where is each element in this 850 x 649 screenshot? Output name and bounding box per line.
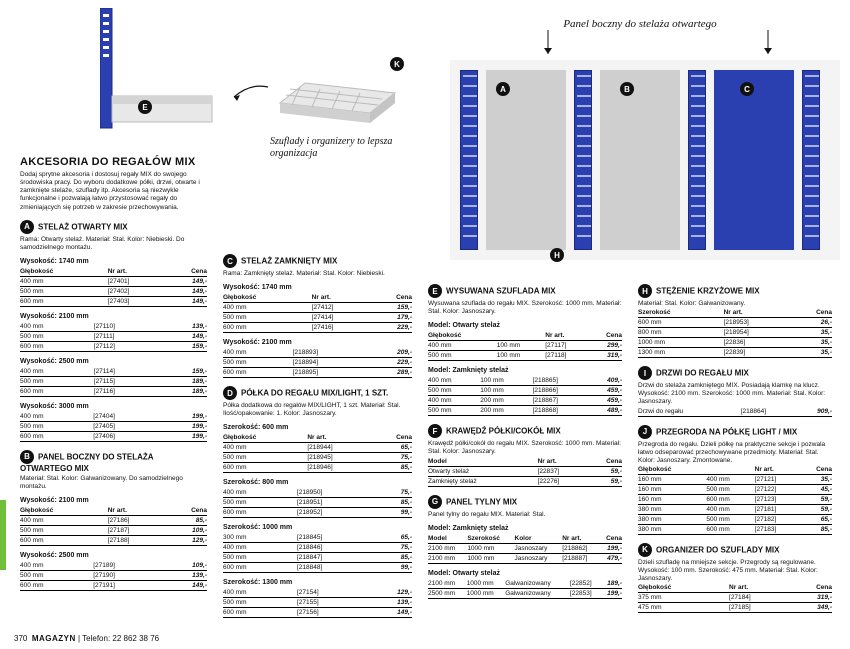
sec-b-title: BPANEL BOCZNY DO STELAŻA OTWARTEGO MIX <box>20 450 207 473</box>
sec-b-g1: Wysokość: 2100 mm <box>20 497 207 504</box>
sec-d-g4: Szerokość: 1300 mm <box>223 579 412 586</box>
sec-b-g2: Wysokość: 2500 mm <box>20 552 207 559</box>
sec-i-title: IDRZWI DO REGAŁU MIX <box>638 366 832 380</box>
sec-g-tbl1: ModelSzerokośćKolorNr art.Cena 2100 mm10… <box>428 534 622 564</box>
sec-a-g2: Wysokość: 2100 mm <box>20 313 207 320</box>
badge-c: C <box>740 82 754 96</box>
sec-a-g1: Wysokość: 1740 mm <box>20 258 207 265</box>
hero-area: E K Szuflady i organizery to lepsza orga… <box>20 8 430 148</box>
sec-b-tbl2: 400 mm[27189]109,- 500 mm[27190]139,- 60… <box>20 561 207 591</box>
sec-f-title: FKRAWĘDŹ PÓŁKI/COKÓŁ MIX <box>428 424 622 438</box>
sec-a-desc: Rama: Otwarty stelaż. Materiał: Stal. Ko… <box>20 236 207 252</box>
sec-d-g2: Szerokość: 800 mm <box>223 479 412 486</box>
sec-k-title: KORGANIZER DO SZUFLADY MIX <box>638 543 832 557</box>
sec-d-tbl3: 300 mm[218845]65,- 400 mm[218846]75,- 50… <box>223 533 412 573</box>
panel-arrow-right <box>760 30 776 60</box>
sec-d-tbl4: 400 mm[27154]129,- 500 mm[27155]139,- 60… <box>223 588 412 618</box>
edge-tab <box>0 500 6 570</box>
sec-k-tbl: GłębokośćNr art.Cena 375 mm[27184]319,- … <box>638 583 832 613</box>
hero-shelf-image: E <box>100 8 220 138</box>
panel-caption: Panel boczny do stelaża otwartego <box>450 18 830 30</box>
hero-tray-image: K <box>270 63 400 123</box>
page-title: AKCESORIA DO REGAŁÓW MIX <box>20 156 207 168</box>
sec-d-tbl2: 400 mm[218950]75,- 500 mm[218951]85,- 60… <box>223 488 412 518</box>
sec-g-title: GPANEL TYLNY MIX <box>428 495 622 509</box>
badge-e: E <box>138 100 152 114</box>
sec-g-g2: Model: Otwarty stelaż <box>428 570 622 577</box>
sec-a-title: ASTELAŻ OTWARTY MIX <box>20 220 207 234</box>
sec-h-desc: Materiał: Stal. Kolor: Galwanizowany. <box>638 300 832 308</box>
badge-k: K <box>390 57 404 71</box>
sec-f-tbl: ModelNr art.Cena Otwarty stelaż[22837]59… <box>428 457 622 487</box>
sec-c-desc: Rama: Zamknięty stelaż. Materiał: Stal. … <box>223 270 412 278</box>
sec-h-tbl: SzerokośćNr art.Cena 600 mm[218953]26,- … <box>638 308 832 358</box>
sec-f-desc: Krawędź półki/cokół do regału MIX. Szero… <box>428 440 622 456</box>
sec-b-desc: Materiał: Stal. Kolor: Galwanizowany. Do… <box>20 475 207 491</box>
intro-body: Dodaj sprytne akcesoria i dostosuj regał… <box>20 171 207 212</box>
sec-d-title: DPÓŁKA DO REGAŁU MIX/LIGHT, 1 SZT. <box>223 386 412 400</box>
sec-d-desc: Półka dodatkowa do regałów MIX/LIGHT, 1 … <box>223 402 412 418</box>
hero-caption: Szuflady i organizery to lepsza organiza… <box>270 136 430 159</box>
sec-j-title: JPRZEGRODA NA PÓŁKĘ LIGHT / MIX <box>638 425 832 439</box>
panel-image: A B C H <box>450 60 840 260</box>
sec-g-g1: Model: Zamknięty stelaż <box>428 525 622 532</box>
sec-e-title: EWYSUWANA SZUFLADA MIX <box>428 284 622 298</box>
sec-d-g1: Szerokość: 600 mm <box>223 424 412 431</box>
badge-a: A <box>496 82 510 96</box>
sec-a-tbl1: GłębokośćNr art.Cena 400 mm[27401]149,- … <box>20 267 207 307</box>
page-footer: 370 MAGAZYN | Telefon: 22 862 38 76 <box>0 634 159 643</box>
sec-e-g1: Model: Otwarty stelaż <box>428 322 622 329</box>
panel-arrow-left <box>540 30 556 60</box>
sec-k-desc: Dzieli szufladę na mniejsze sekcje. Prze… <box>638 559 832 583</box>
sec-b-tbl1: GłębokośćNr art.Cena 400 mm[27186]85,- 5… <box>20 506 207 546</box>
sec-c-g1: Wysokość: 1740 mm <box>223 284 412 291</box>
sec-a-g4: Wysokość: 3000 mm <box>20 403 207 410</box>
sec-e-desc: Wysuwana szuflada do regału MIX. Szeroko… <box>428 300 622 316</box>
sec-a-tbl3: 400 mm[27114]159,- 500 mm[27115]189,- 60… <box>20 367 207 397</box>
sec-g-tbl2: 2100 mm1000 mmGalwanizowany[22852]189,- … <box>428 579 622 599</box>
sec-a-g3: Wysokość: 2500 mm <box>20 358 207 365</box>
sec-e-g2: Model: Zamknięty stelaż <box>428 367 622 374</box>
sec-c-tbl2: 400 mm[218893]209,- 500 mm[218894]229,- … <box>223 348 412 378</box>
sec-c-g2: Wysokość: 2100 mm <box>223 339 412 346</box>
sec-j-desc: Przegroda do regału. Dzieli półkę na pra… <box>638 441 832 465</box>
sec-e-tbl2: 400 mm100 mm[218865]409,- 500 mm100 mm[2… <box>428 376 622 416</box>
sec-c-tbl1: GłębokośćNr art.Cena 400 mm[27412]159,- … <box>223 293 412 333</box>
sec-c-title: CSTELAŻ ZAMKNIĘTY MIX <box>223 254 412 268</box>
sec-j-tbl: GłębokośćNr art.Cena 160 mm400 mm[27121]… <box>638 465 832 535</box>
hero-arrow <box>230 83 270 103</box>
badge-b: B <box>620 82 634 96</box>
sec-a-tbl2: 400 mm[27110]139,- 500 mm[27111]149,- 60… <box>20 322 207 352</box>
sec-h-title: HSTĘŻENIE KRZYŻOWE MIX <box>638 284 832 298</box>
badge-h: H <box>550 248 564 262</box>
sec-i-tbl: Drzwi do regału[218864]909,- <box>638 407 832 417</box>
sec-d-g3: Szerokość: 1000 mm <box>223 524 412 531</box>
sec-g-desc: Panel tylny do regału MIX. Materiał: Sta… <box>428 511 622 519</box>
sec-a-tbl4: 400 mm[27404]199,- 500 mm[27405]199,- 60… <box>20 412 207 442</box>
sec-e-tbl1: GłębokośćNr art.Cena 400 mm100 mm[27117]… <box>428 331 622 361</box>
sec-i-desc: Drzwi do stelaża zamkniętego MIX. Posiad… <box>638 382 832 406</box>
sec-d-tbl1: GłębokośćNr art.Cena 400 mm[218944]65,- … <box>223 433 412 473</box>
